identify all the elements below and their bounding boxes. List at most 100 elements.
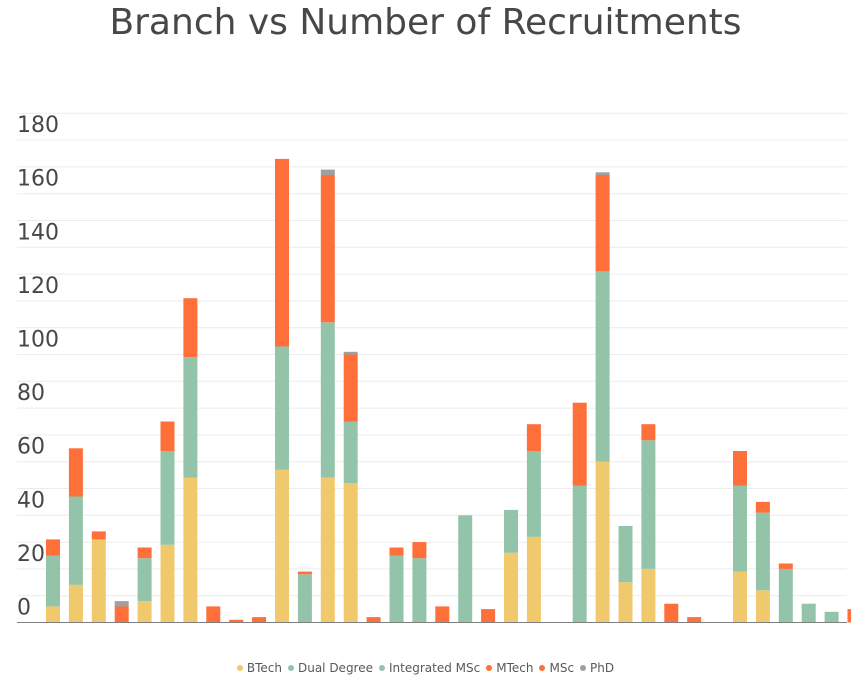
bar-segment-mtech[interactable] <box>68 448 83 497</box>
bar-segment-mtech[interactable] <box>275 158 289 347</box>
bar-segment-dual-degree[interactable] <box>68 496 83 585</box>
bar-segment-mtech[interactable] <box>755 501 770 513</box>
bar-segment-dual-degree[interactable] <box>755 512 770 591</box>
bar-segment-mtech[interactable] <box>664 603 679 623</box>
bar-segment-btech[interactable] <box>320 477 335 623</box>
bar-segment-dual-degree[interactable] <box>618 526 633 583</box>
chart-title: Branch vs Number of Recruitments <box>109 2 742 43</box>
bar-segment-btech[interactable] <box>137 601 152 623</box>
bar-segment-btech[interactable] <box>183 477 198 623</box>
bar-segment-btech[interactable] <box>641 568 656 623</box>
bar-segment-mtech[interactable] <box>137 547 152 559</box>
bar-segment-mtech[interactable] <box>46 539 60 556</box>
bar-segment-btech[interactable] <box>91 539 106 623</box>
bar-segment-phd[interactable] <box>343 351 358 355</box>
bar-segment-mtech[interactable] <box>297 571 312 575</box>
bar-segment-mtech[interactable] <box>160 421 175 452</box>
bar-segment-dual-degree[interactable] <box>275 346 289 470</box>
y-tick-label: 80 <box>17 381 45 406</box>
bar-segment-mtech[interactable] <box>183 298 198 358</box>
bar-segment-dual-degree[interactable] <box>137 558 152 602</box>
bar-segment-btech[interactable] <box>733 571 747 623</box>
bar-segment-dual-degree[interactable] <box>526 451 541 537</box>
legend-item[interactable]: Integrated MSc <box>379 661 480 675</box>
bar-segment-btech[interactable] <box>275 469 289 623</box>
bar-segment-mtech[interactable] <box>206 606 221 623</box>
y-tick-label: 180 <box>17 113 59 138</box>
bar-segment-btech[interactable] <box>595 461 610 623</box>
bar-segment-dual-degree[interactable] <box>297 574 312 623</box>
y-tick-label: 0 <box>17 596 31 621</box>
bar-segment-mtech[interactable] <box>366 617 381 623</box>
y-tick-label: 140 <box>17 220 59 245</box>
bar-segment-mtech[interactable] <box>229 619 244 623</box>
bar-segment-btech[interactable] <box>46 606 60 623</box>
legend-swatch-icon <box>486 665 493 671</box>
bar-segment-mtech[interactable] <box>412 542 427 559</box>
bar-segment-mtech[interactable] <box>526 424 541 451</box>
bar-segment-mtech[interactable] <box>252 617 267 623</box>
bar-segment-dual-degree[interactable] <box>504 509 518 553</box>
bar-segment-phd[interactable] <box>595 172 610 175</box>
bar-segment-btech[interactable] <box>618 582 633 623</box>
bar-segment-btech[interactable] <box>343 483 358 623</box>
legend-label: BTech <box>246 661 282 675</box>
legend-swatch-icon <box>580 665 587 671</box>
y-tick-label: 60 <box>17 435 45 460</box>
bar-segment-mtech[interactable] <box>778 563 793 569</box>
bar-segment-btech[interactable] <box>68 585 83 623</box>
bar-segment-mtech[interactable] <box>641 424 656 441</box>
legend-swatch-icon <box>379 665 385 671</box>
legend-item[interactable]: PhD <box>580 661 614 675</box>
bar-segment-mtech[interactable] <box>389 547 404 556</box>
bar-segment-mtech[interactable] <box>91 531 106 540</box>
bar-segment-dual-degree[interactable] <box>778 568 793 623</box>
legend-item[interactable]: MTech <box>486 661 533 675</box>
legend-item[interactable]: MSc <box>539 661 574 675</box>
bar-segment-phd[interactable] <box>114 601 129 607</box>
bar-segment-dual-degree[interactable] <box>160 451 175 545</box>
y-tick-label: 100 <box>17 328 59 353</box>
bar-segment-mtech[interactable] <box>687 617 702 623</box>
y-tick-label: 160 <box>17 167 59 192</box>
bar-segment-mtech[interactable] <box>343 354 358 422</box>
legend: BTech Dual Degree Integrated MSc MTech MSc Ph… <box>0 661 851 675</box>
legend-swatch-icon <box>287 665 294 671</box>
bar-segment-mtech[interactable] <box>435 606 450 623</box>
bar-segment-mtech[interactable] <box>595 174 610 272</box>
bar-segment-mtech[interactable] <box>320 174 335 323</box>
bar-segment-btech[interactable] <box>504 552 518 623</box>
legend-label: MSc <box>549 661 575 675</box>
bar-segment-mtech[interactable] <box>733 451 747 486</box>
legend-label: MTech <box>496 661 534 675</box>
bar-segment-mtech[interactable] <box>114 606 129 623</box>
chart-plot-area: 0 20 40 60 80 100 120 140 160 180 <box>17 112 851 623</box>
bar-segment-dual-degree[interactable] <box>824 611 839 623</box>
bar-segment-dual-degree[interactable] <box>733 485 747 572</box>
bar-segment-dual-degree[interactable] <box>412 558 427 623</box>
bar-segment-dual-degree[interactable] <box>458 515 473 623</box>
bar-segment-dual-degree[interactable] <box>46 555 60 607</box>
bar-segment-dual-degree[interactable] <box>320 322 335 478</box>
legend-item[interactable]: Dual Degree <box>287 661 373 675</box>
bar-segment-integrated-msc[interactable] <box>572 485 587 623</box>
bar-segment-btech[interactable] <box>160 544 175 623</box>
gridlines <box>17 112 847 597</box>
bar-segment-dual-degree[interactable] <box>343 421 358 484</box>
bar-segment-dual-degree[interactable] <box>595 271 610 462</box>
bar-segment-btech[interactable] <box>755 590 770 623</box>
legend-swatch-icon <box>539 665 546 671</box>
bar-segment-btech[interactable] <box>526 536 541 623</box>
bar-segment-phd[interactable] <box>320 169 335 175</box>
bar-segment-dual-degree[interactable] <box>641 440 656 569</box>
bar-segment-mtech[interactable] <box>847 609 851 623</box>
bar-segment-dual-degree[interactable] <box>183 357 198 478</box>
y-axis-tick-labels: 0 20 40 60 80 100 120 140 160 180 <box>17 113 59 620</box>
legend-swatch-icon <box>236 665 243 671</box>
bar-segment-mtech[interactable] <box>572 402 587 486</box>
bar-segment-dual-degree[interactable] <box>389 555 404 623</box>
bar-segment-dual-degree[interactable] <box>801 603 816 623</box>
bar-segment-mtech[interactable] <box>481 609 496 623</box>
legend-label: PhD <box>590 661 615 675</box>
legend-item[interactable]: BTech <box>236 661 282 675</box>
